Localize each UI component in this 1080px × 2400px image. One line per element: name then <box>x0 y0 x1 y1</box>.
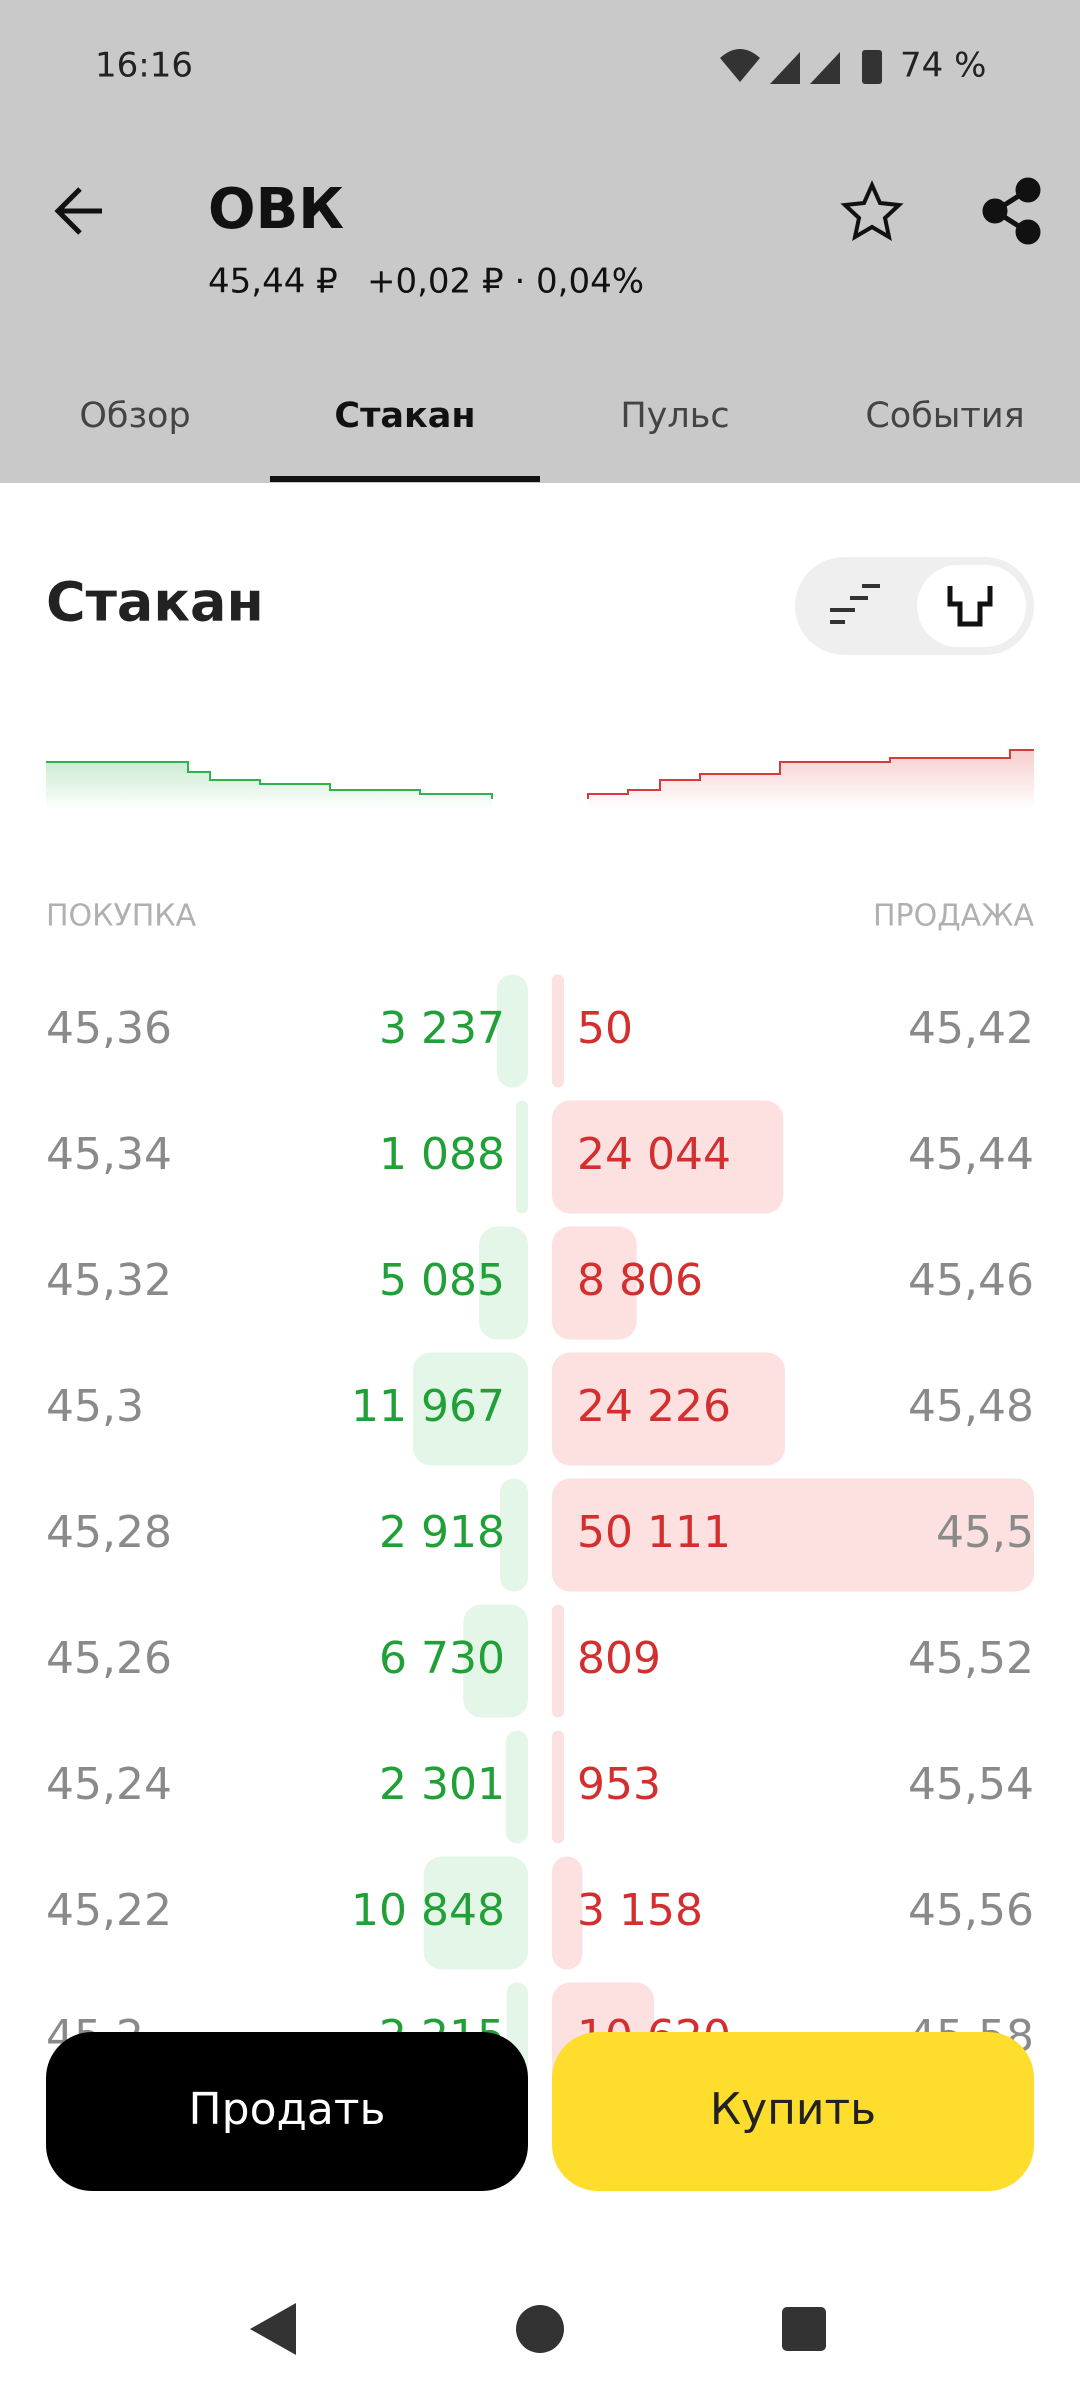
tab-indicator <box>270 476 540 482</box>
sell-button-label: Продать <box>189 2084 386 2135</box>
status-battery: 74 % <box>900 46 986 86</box>
ask-price: 45,54 <box>908 1759 1034 1810</box>
nav-home[interactable] <box>516 2305 564 2353</box>
favorite-button[interactable] <box>840 180 904 242</box>
header-bg <box>0 0 1080 483</box>
ask-label: ПРОДАЖА <box>873 899 1035 934</box>
bid-price: 45,28 <box>46 1507 172 1558</box>
ask-volume: 8 806 <box>577 1255 703 1306</box>
sell-button[interactable] <box>46 2032 528 2191</box>
bid-bar <box>412 1352 528 1466</box>
ask-price: 45,56 <box>908 1885 1034 1936</box>
bid-volume: 2 301 <box>379 1759 505 1810</box>
bid-price: 45,26 <box>46 1633 172 1684</box>
toggle-depth-icon <box>947 586 993 627</box>
status-icons <box>720 49 882 84</box>
bid-price: 45,36 <box>46 1003 172 1054</box>
nav-back[interactable] <box>250 2303 296 2355</box>
bid-bar <box>479 1226 528 1340</box>
ask-volume: 50 <box>577 1003 633 1054</box>
ask-bar <box>552 1730 564 1844</box>
section-title: Стакан <box>46 571 264 634</box>
ask-bar <box>552 1352 786 1466</box>
ask-volume: 809 <box>577 1633 661 1684</box>
status-time: 16:16 <box>95 46 193 86</box>
ask-price: 45,52 <box>908 1633 1034 1684</box>
tab[interactable]: События <box>865 396 1024 436</box>
bid-volume: 3 237 <box>379 1003 505 1054</box>
bid-volume: 6 730 <box>379 1633 505 1684</box>
bid-volume: 10 848 <box>351 1885 505 1936</box>
ask-volume: 50 111 <box>577 1507 731 1558</box>
ask-volume: 953 <box>577 1759 661 1810</box>
ask-bar <box>552 1856 583 1970</box>
ask-price: 45,44 <box>908 1129 1034 1180</box>
bid-price: 45,22 <box>46 1885 172 1936</box>
ask-bar <box>552 1226 637 1340</box>
bid-label: ПОКУПКА <box>46 899 197 934</box>
bid-bar <box>499 1478 528 1592</box>
ask-volume: 24 044 <box>577 1129 731 1180</box>
tab[interactable]: Обзор <box>79 396 190 436</box>
ask-volume: 3 158 <box>577 1885 703 1936</box>
back-button[interactable] <box>54 187 102 235</box>
bid-price: 45,3 <box>46 1381 144 1432</box>
bid-price: 45,34 <box>46 1129 172 1180</box>
price: 45,44 ₽ <box>208 262 338 302</box>
depth-bid-line <box>46 761 493 799</box>
depth-ask-line <box>587 749 1034 799</box>
bid-bar <box>505 1730 528 1844</box>
tab[interactable]: Стакан <box>334 396 475 436</box>
ask-volume: 24 226 <box>577 1381 731 1432</box>
ask-price: 45,48 <box>908 1381 1034 1432</box>
buy-button[interactable] <box>552 2032 1034 2191</box>
bid-volume: 2 918 <box>379 1507 505 1558</box>
bid-price: 45,32 <box>46 1255 172 1306</box>
bid-volume: 11 967 <box>351 1381 505 1432</box>
ask-bar <box>552 974 564 1088</box>
bid-volume: 5 085 <box>379 1255 505 1306</box>
ask-price: 45,42 <box>908 1003 1034 1054</box>
ask-bar <box>552 1604 564 1718</box>
tab[interactable]: Пульс <box>620 396 729 436</box>
bid-volume: 1 088 <box>379 1129 505 1180</box>
depth-ask-area <box>588 750 1034 810</box>
share-button[interactable] <box>982 177 1041 245</box>
bid-bar <box>463 1604 528 1718</box>
bid-bar <box>496 974 528 1088</box>
title: ОВК <box>208 177 344 242</box>
ask-bar <box>552 1100 784 1214</box>
buy-button-label: Купить <box>710 2084 876 2135</box>
nav-recents[interactable] <box>782 2307 826 2351</box>
order-book: 45,36 3 237 50 45,42 45,34 1 088 24 044 45,44 45… <box>46 974 1034 2096</box>
bid-bar <box>516 1100 528 1214</box>
price-change: +0,02 ₽ · 0,04% <box>367 262 644 302</box>
ask-bar <box>552 1478 1034 1592</box>
ask-price: 45,5 <box>936 1507 1034 1558</box>
bid-price: 45,24 <box>46 1759 172 1810</box>
depth-bid-area <box>46 762 492 810</box>
toggle-depth-active[interactable] <box>917 565 1026 647</box>
toggle-list[interactable] <box>830 584 880 624</box>
ask-price: 45,46 <box>908 1255 1034 1306</box>
bid-bar <box>423 1856 528 1970</box>
tabs: Обзор Стакан Пульс События <box>79 396 1025 482</box>
